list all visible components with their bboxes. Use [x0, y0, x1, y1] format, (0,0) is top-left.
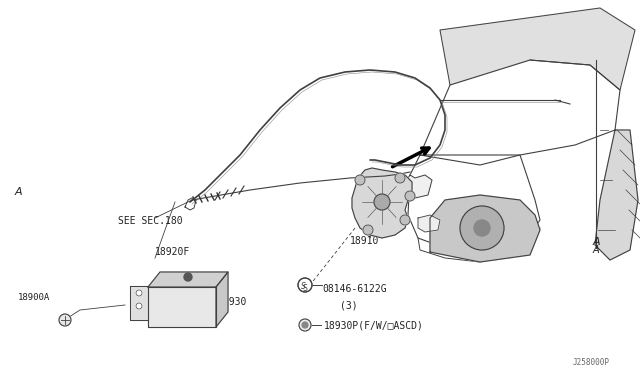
Circle shape — [400, 215, 410, 225]
Circle shape — [395, 173, 405, 183]
Text: S: S — [303, 284, 307, 293]
Text: S: S — [301, 282, 306, 291]
Circle shape — [136, 290, 142, 296]
Circle shape — [184, 273, 192, 281]
Text: (3): (3) — [340, 300, 358, 310]
Circle shape — [302, 322, 308, 328]
Polygon shape — [130, 286, 148, 320]
Text: 08146-6122G: 08146-6122G — [322, 284, 387, 294]
Circle shape — [363, 225, 373, 235]
Text: A: A — [592, 237, 600, 247]
Polygon shape — [408, 175, 432, 198]
Polygon shape — [430, 195, 540, 262]
Polygon shape — [352, 168, 412, 238]
Polygon shape — [595, 130, 638, 260]
Polygon shape — [440, 8, 635, 90]
Circle shape — [298, 278, 312, 292]
Circle shape — [355, 175, 365, 185]
Text: 18930: 18930 — [218, 297, 248, 307]
Text: 18910: 18910 — [350, 236, 380, 246]
Circle shape — [59, 314, 71, 326]
Circle shape — [405, 191, 415, 201]
Polygon shape — [216, 272, 228, 327]
Text: SEE SEC.180: SEE SEC.180 — [118, 216, 182, 226]
Text: A: A — [593, 245, 599, 255]
Polygon shape — [148, 287, 216, 327]
Circle shape — [299, 319, 311, 331]
Circle shape — [374, 194, 390, 210]
Circle shape — [460, 206, 504, 250]
Text: 18930P(F/W/□ASCD): 18930P(F/W/□ASCD) — [324, 320, 424, 330]
Circle shape — [298, 278, 312, 292]
Polygon shape — [418, 215, 440, 232]
Text: 18900A: 18900A — [18, 293, 51, 302]
Text: 18920F: 18920F — [155, 247, 190, 257]
Text: A: A — [14, 187, 22, 197]
Circle shape — [474, 220, 490, 236]
Text: J258000P: J258000P — [573, 358, 610, 367]
Circle shape — [136, 303, 142, 309]
Polygon shape — [148, 272, 228, 287]
